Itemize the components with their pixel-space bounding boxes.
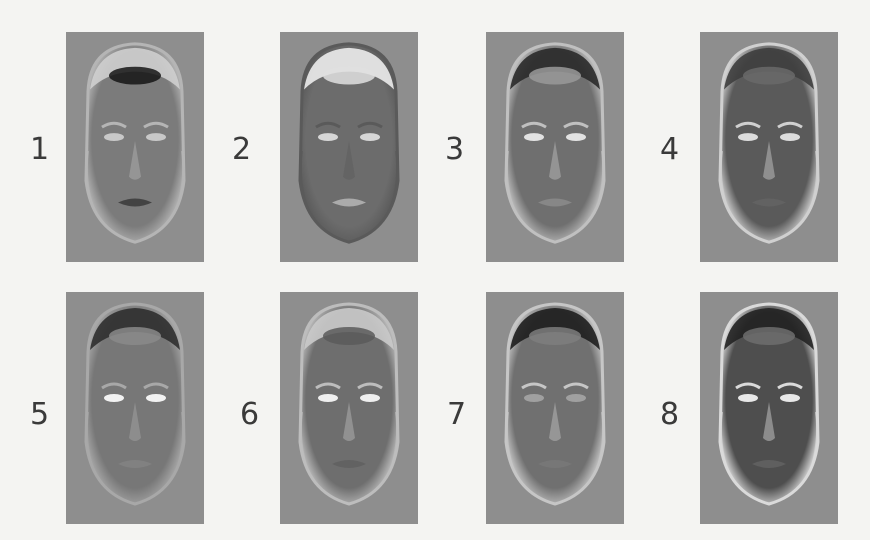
face-eigenimage-icon xyxy=(298,302,400,506)
panel-number: 8 xyxy=(660,397,680,432)
eigenface-image xyxy=(486,32,624,262)
eigenface-image xyxy=(280,292,418,524)
panel-number: 6 xyxy=(240,397,260,432)
face-eigenimage-icon xyxy=(298,42,400,244)
eigenface-image xyxy=(280,32,418,262)
face-eigenimage-icon xyxy=(718,302,820,506)
panel-number: 7 xyxy=(447,397,467,432)
panel-number: 3 xyxy=(445,132,465,167)
eigenface-image xyxy=(66,32,204,262)
eigenface-image xyxy=(66,292,204,524)
panel-number: 2 xyxy=(232,132,252,167)
face-eigenimage-icon xyxy=(84,302,186,506)
eigenface-image xyxy=(700,292,838,524)
panel-number: 1 xyxy=(30,132,50,167)
panel-number: 4 xyxy=(660,132,680,167)
eigenface-image xyxy=(486,292,624,524)
face-eigenimage-icon xyxy=(504,42,606,244)
face-eigenimage-icon xyxy=(504,302,606,506)
face-eigenimage-icon xyxy=(84,42,186,244)
panel-number: 5 xyxy=(30,397,50,432)
eigenface-image xyxy=(700,32,838,262)
face-eigenimage-icon xyxy=(718,42,820,244)
